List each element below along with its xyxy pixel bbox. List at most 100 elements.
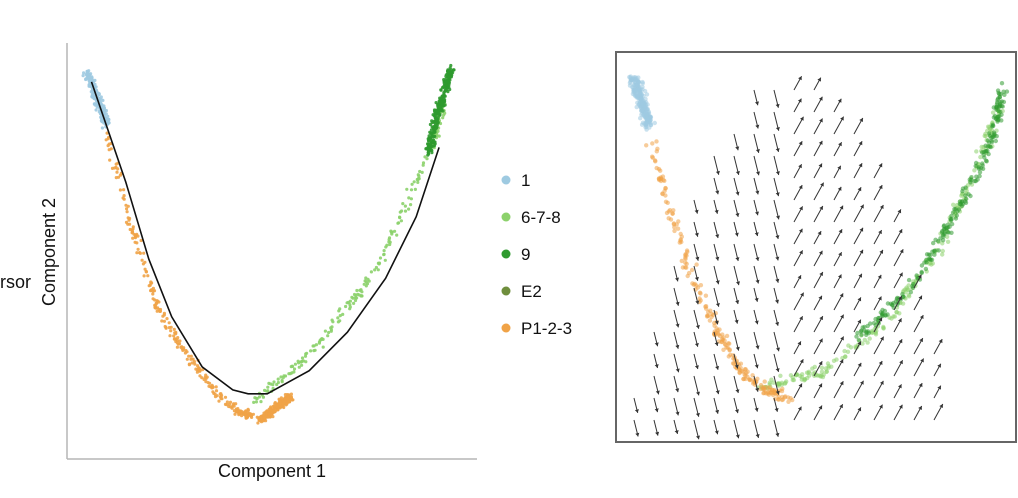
- data-point: [190, 361, 194, 365]
- data-point: [990, 122, 996, 128]
- data-point: [421, 163, 425, 167]
- data-point: [860, 325, 865, 330]
- data-point: [267, 412, 271, 417]
- data-point: [778, 373, 783, 378]
- data-point: [892, 314, 897, 319]
- data-point: [675, 226, 681, 231]
- velocity-arrow-head: [858, 163, 863, 168]
- velocity-arrow-head: [755, 149, 760, 153]
- data-point: [867, 336, 872, 341]
- data-point: [922, 260, 927, 265]
- data-point: [440, 86, 445, 90]
- velocity-arrow-head: [735, 409, 739, 414]
- data-point: [144, 270, 148, 274]
- data-point: [1001, 99, 1007, 105]
- data-point: [436, 103, 440, 107]
- data-point: [708, 308, 713, 313]
- x-axis-label: Component 1: [218, 461, 326, 481]
- data-point: [300, 356, 305, 360]
- data-point: [426, 144, 430, 148]
- data-point: [383, 258, 387, 262]
- data-point: [664, 210, 670, 216]
- data-point: [187, 354, 191, 358]
- data-point: [978, 154, 983, 160]
- data-point: [115, 170, 119, 174]
- data-point: [425, 146, 429, 150]
- data-point: [977, 170, 983, 175]
- velocity-arrow-head: [675, 301, 680, 306]
- data-point: [992, 113, 998, 119]
- data-point: [423, 155, 427, 159]
- data-point: [644, 92, 650, 97]
- data-point: [980, 161, 985, 166]
- data-point: [447, 68, 451, 72]
- velocity-arrow-head: [775, 368, 780, 372]
- legend-label: 9: [521, 245, 530, 264]
- data-point: [185, 357, 189, 361]
- data-point: [955, 209, 960, 214]
- left-points-layer: [81, 63, 456, 425]
- velocity-arrow-head: [694, 232, 699, 237]
- data-point: [810, 366, 815, 371]
- velocity-arrow-head: [918, 406, 922, 410]
- data-point: [721, 347, 726, 352]
- data-point: [432, 119, 436, 123]
- velocity-arrow-head: [775, 256, 780, 261]
- data-point: [107, 121, 111, 125]
- right-points-layer: [627, 74, 1010, 404]
- velocity-arrow-head: [857, 362, 862, 367]
- velocity-arrow-head: [775, 432, 780, 437]
- data-point: [745, 374, 750, 379]
- data-point: [907, 294, 912, 299]
- data-point: [399, 219, 403, 223]
- data-point: [413, 187, 417, 191]
- velocity-arrow-head: [857, 407, 862, 412]
- data-point: [195, 370, 199, 374]
- data-point: [648, 118, 653, 123]
- velocity-arrow-head: [799, 316, 803, 321]
- data-point: [312, 344, 316, 348]
- velocity-arrow-head: [857, 187, 862, 192]
- data-point: [275, 405, 279, 409]
- data-point: [142, 274, 146, 278]
- velocity-arrow-head: [736, 281, 740, 286]
- data-point: [246, 407, 250, 411]
- data-point: [283, 393, 287, 397]
- data-point: [378, 256, 383, 260]
- data-point: [153, 305, 157, 310]
- velocity-arrow-head: [898, 384, 902, 389]
- velocity-arrow-head: [898, 229, 903, 234]
- data-point: [277, 402, 281, 406]
- data-point: [192, 360, 196, 364]
- data-point: [125, 207, 129, 211]
- data-point: [318, 338, 322, 342]
- data-point: [634, 75, 639, 81]
- data-point: [995, 100, 1000, 105]
- data-point: [762, 379, 767, 384]
- data-point: [212, 391, 216, 395]
- data-point: [377, 261, 382, 265]
- velocity-arrow-head: [754, 364, 759, 369]
- data-point: [233, 412, 237, 416]
- data-point: [191, 357, 195, 361]
- data-point: [797, 373, 803, 379]
- velocity-arrow-head: [859, 227, 864, 232]
- data-point: [442, 113, 446, 117]
- data-point: [374, 265, 378, 270]
- data-point: [136, 247, 140, 251]
- velocity-arrow-head: [798, 141, 803, 146]
- data-point: [634, 92, 639, 97]
- data-point: [162, 319, 166, 323]
- data-point: [104, 138, 108, 142]
- data-point: [825, 361, 831, 366]
- data-point: [353, 298, 358, 303]
- data-point: [420, 170, 424, 174]
- data-point: [928, 252, 933, 258]
- data-point: [865, 340, 870, 345]
- data-point: [654, 139, 659, 144]
- velocity-arrow-head: [818, 96, 823, 101]
- velocity-arrow-head: [775, 171, 780, 175]
- data-point: [432, 140, 436, 144]
- velocity-arrow-head: [818, 163, 823, 168]
- data-point: [446, 80, 450, 84]
